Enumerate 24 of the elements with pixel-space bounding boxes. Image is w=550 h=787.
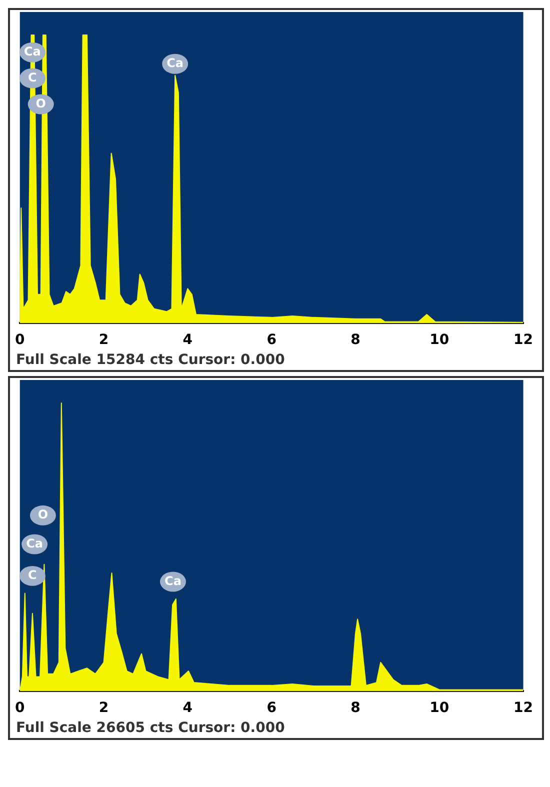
x-tick-label: 2 [98, 332, 109, 348]
annotation: C [28, 70, 38, 84]
x-tick-label: 8 [350, 332, 360, 348]
annotation: O [36, 96, 46, 110]
x-tick-label: 12 [514, 332, 533, 348]
x-tick-label: 4 [182, 700, 193, 716]
annotation: Ca [166, 56, 184, 70]
x-tick-label: 10 [430, 332, 450, 348]
annotation: Ca [24, 44, 41, 58]
annotation: Ca [164, 574, 182, 588]
annotation: O [38, 508, 48, 522]
x-tick-label: 0 [14, 700, 25, 716]
x-tick-label: 6 [266, 700, 276, 716]
x-tick-label: 0 [14, 332, 25, 348]
x-tick-label: 10 [430, 700, 450, 716]
x-tick-label: 2 [98, 700, 109, 716]
x-tick-label: 6 [266, 332, 276, 348]
x-tick-label: 12 [514, 700, 533, 716]
text: Full Scale 26605 cts Cursor: 0.000 [15, 720, 286, 736]
x-tick-label: 4 [182, 332, 193, 348]
x-tick-label: 8 [350, 700, 360, 716]
annotation: Ca [26, 536, 44, 550]
annotation: C [28, 568, 38, 582]
text: Full Scale 15284 cts Cursor: 0.000 [15, 352, 286, 368]
